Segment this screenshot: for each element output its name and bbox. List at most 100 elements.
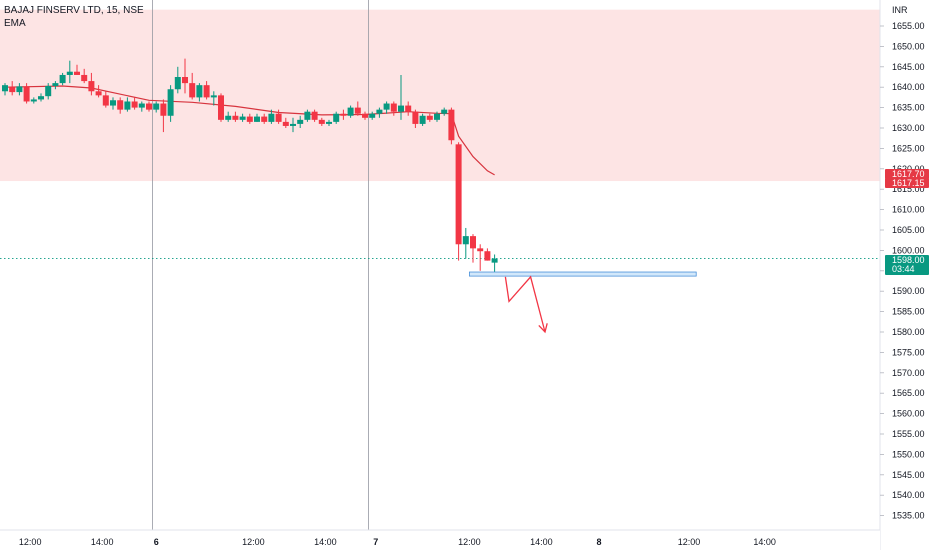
- candle[interactable]: [117, 97, 124, 114]
- candle[interactable]: [23, 83, 30, 104]
- candle[interactable]: [153, 101, 160, 113]
- candle[interactable]: [426, 113, 433, 122]
- price-badge[interactable]: [885, 178, 929, 188]
- candle[interactable]: [182, 58, 188, 94]
- candle[interactable]: [9, 81, 16, 96]
- candle[interactable]: [160, 99, 167, 133]
- time-tick-label: 8: [596, 537, 601, 547]
- candle[interactable]: [16, 83, 23, 96]
- candle[interactable]: [52, 81, 59, 90]
- candle[interactable]: [246, 113, 253, 124]
- price-badge[interactable]: [885, 169, 929, 179]
- candle[interactable]: [196, 83, 203, 102]
- candle[interactable]: [218, 93, 224, 122]
- candle[interactable]: [462, 227, 469, 259]
- candle-body: [23, 86, 30, 102]
- candle[interactable]: [484, 248, 491, 261]
- candle[interactable]: [146, 101, 152, 112]
- candle[interactable]: [441, 107, 448, 116]
- candle-body: [81, 74, 88, 82]
- candle-body: [448, 109, 455, 141]
- candle[interactable]: [268, 109, 275, 124]
- candle[interactable]: [333, 111, 340, 124]
- candle-body: [369, 113, 376, 118]
- candle[interactable]: [225, 111, 232, 122]
- candle[interactable]: [275, 109, 282, 124]
- candle[interactable]: [102, 91, 109, 108]
- symbol-title[interactable]: BAJAJ FINSERV LTD, 15, NSE: [4, 5, 144, 16]
- candle[interactable]: [491, 254, 498, 273]
- indicator-label[interactable]: EMA: [4, 18, 26, 29]
- candle[interactable]: [174, 66, 181, 94]
- candle[interactable]: [110, 97, 116, 110]
- candle[interactable]: [340, 109, 347, 120]
- candle[interactable]: [398, 74, 404, 120]
- candle[interactable]: [88, 72, 95, 96]
- price-tick-label: 1570.00: [892, 368, 925, 378]
- candle[interactable]: [354, 101, 361, 116]
- resistance-zone[interactable]: [0, 9, 880, 182]
- candle[interactable]: [362, 111, 368, 120]
- chart-legend[interactable]: BAJAJ FINSERV LTD, 15, NSE EMA: [4, 4, 144, 30]
- candle[interactable]: [189, 72, 196, 100]
- candle[interactable]: [434, 111, 440, 122]
- price-tick-label: 1650.00: [892, 41, 925, 51]
- candle[interactable]: [59, 72, 66, 86]
- candle[interactable]: [124, 97, 131, 112]
- candle[interactable]: [81, 68, 88, 84]
- candle[interactable]: [304, 109, 311, 122]
- candle-body: [203, 85, 210, 98]
- candle[interactable]: [232, 111, 239, 122]
- candle[interactable]: [311, 109, 318, 122]
- candle[interactable]: [405, 101, 412, 116]
- candle[interactable]: [477, 244, 484, 271]
- projection-path[interactable]: [504, 275, 546, 333]
- price-tick-label: 1630.00: [892, 123, 925, 133]
- candle[interactable]: [30, 97, 37, 104]
- candle[interactable]: [419, 113, 426, 126]
- candles-layer: [2, 58, 498, 273]
- candle-body: [477, 248, 484, 252]
- candle[interactable]: [390, 101, 397, 116]
- candle[interactable]: [448, 107, 455, 145]
- candle[interactable]: [203, 81, 210, 100]
- price-tick-label: 1655.00: [892, 21, 925, 31]
- candle[interactable]: [2, 83, 8, 96]
- candle[interactable]: [95, 85, 102, 98]
- candle[interactable]: [254, 113, 260, 122]
- candle[interactable]: [326, 119, 332, 126]
- candle[interactable]: [470, 234, 476, 263]
- candle[interactable]: [74, 64, 80, 75]
- candle[interactable]: [369, 111, 376, 120]
- candle[interactable]: [131, 97, 138, 110]
- candle-body: [434, 113, 440, 120]
- annotations-layer: [468, 271, 697, 334]
- candle[interactable]: [210, 91, 217, 106]
- price-badge[interactable]: [885, 255, 929, 275]
- candle[interactable]: [455, 142, 462, 261]
- candle[interactable]: [38, 93, 44, 102]
- time-axis[interactable]: 12:00 14:00 6 12:00 14:00 7 12:00 14:00 8 12:00 14…: [0, 529, 880, 550]
- support-box[interactable]: [468, 271, 697, 277]
- candle[interactable]: [45, 83, 52, 100]
- candle[interactable]: [412, 109, 419, 128]
- candle[interactable]: [376, 107, 383, 118]
- candle[interactable]: [297, 115, 304, 128]
- candle[interactable]: [282, 117, 289, 128]
- candle[interactable]: [66, 60, 73, 84]
- candle[interactable]: [383, 101, 390, 114]
- candle-body: [376, 109, 383, 114]
- candle-body: [354, 107, 361, 114]
- candle-body: [196, 85, 203, 98]
- candle[interactable]: [290, 117, 296, 133]
- candle[interactable]: [138, 101, 145, 112]
- candle[interactable]: [318, 117, 325, 126]
- candle[interactable]: [261, 113, 268, 124]
- candle[interactable]: [347, 105, 354, 118]
- candle[interactable]: [239, 113, 246, 122]
- price-tick-label: 1625.00: [892, 143, 925, 153]
- shaded-zone-layer: [0, 9, 880, 182]
- candle[interactable]: [167, 85, 174, 122]
